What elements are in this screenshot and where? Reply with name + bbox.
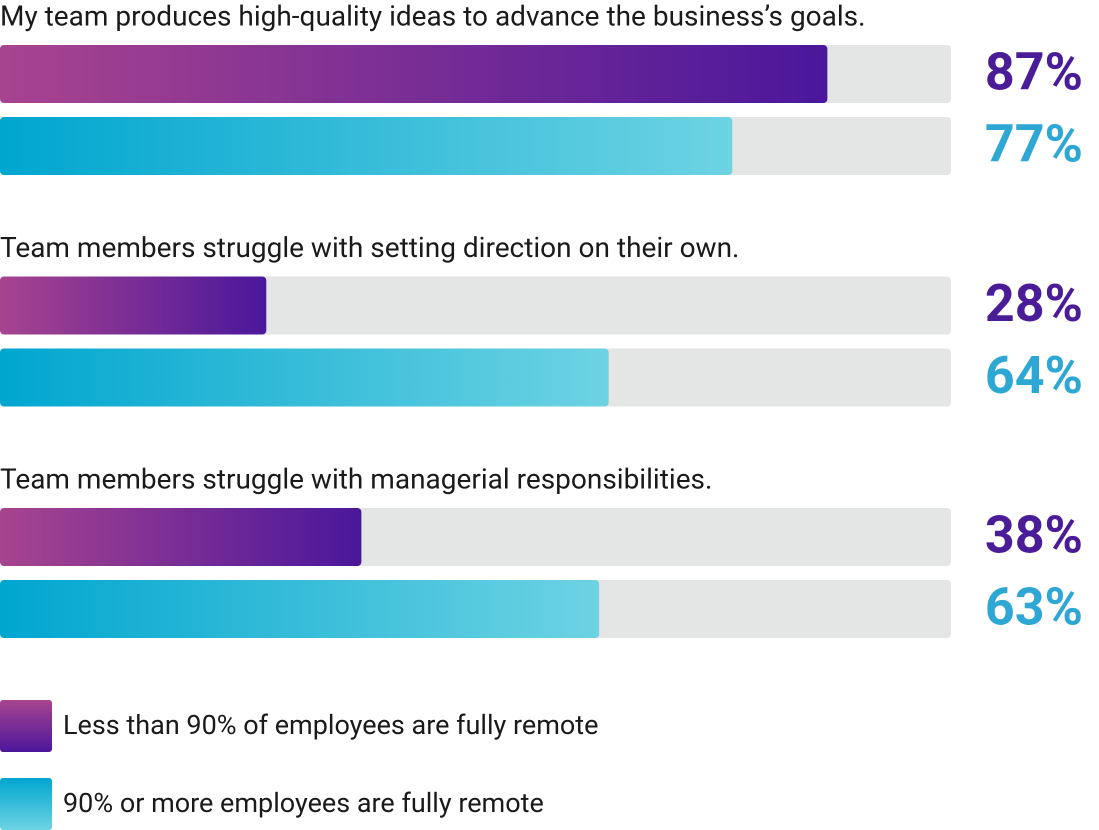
bar [0,117,733,175]
value-label: 77% [985,114,1083,175]
legend-swatch [0,700,52,752]
value-label: 64% [985,345,1083,406]
bar [0,580,600,638]
value-label: 87% [985,42,1083,103]
value-label: 38% [985,505,1083,566]
category-label: Team members struggle with managerial re… [0,462,712,495]
value-label: 63% [985,577,1083,638]
category-label: My team produces high-quality ideas to a… [0,0,866,32]
category-label: Team members struggle with setting direc… [0,231,739,264]
legend-swatch [0,778,52,830]
bar [0,45,828,103]
value-label: 28% [985,273,1083,334]
bar [0,276,267,335]
legend-label: Less than 90% of employees are fully rem… [63,709,598,741]
bar [0,348,609,407]
bar [0,508,362,566]
legend-label: 90% or more employees are fully remote [63,787,544,819]
